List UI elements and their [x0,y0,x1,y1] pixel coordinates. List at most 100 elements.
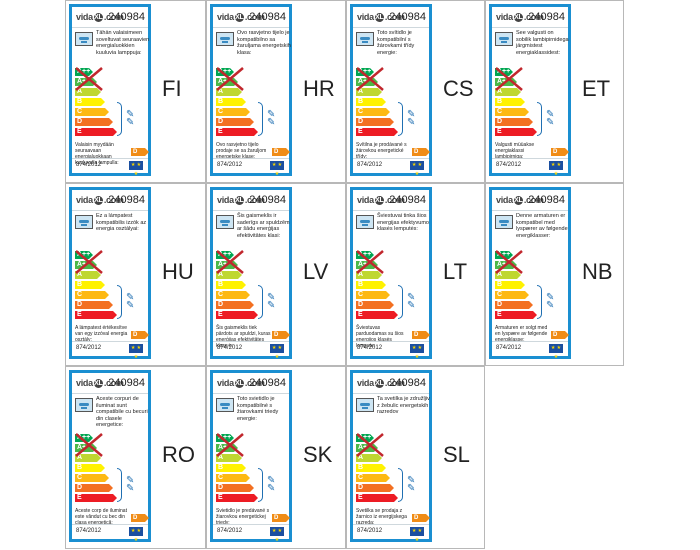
sold-bulb-class-tag: D [551,148,569,156]
energy-label: vidaXL.com 240984 Toto svietidlo je kompat… [210,370,292,543]
energy-class-bar: E [495,128,537,136]
brand-logo-suffix: .com [244,195,265,205]
regulation-number: 874/2012 [357,162,383,168]
brand-logo-ring: XL [513,13,523,23]
energy-class-bar: C [216,291,250,299]
compatibility-text: Toto svítidlo je kompatibilní s žárovkam… [377,30,415,56]
brand-logo-suffix: .com [384,378,405,388]
cross-line [495,67,523,91]
sold-with-text: Valgusti müüakse energiaklassi lambipirn… [495,142,535,160]
energy-label: vidaXL.com 240984 Ovo rasvjetno tijelo je … [210,4,292,177]
class-range-brace-icon [258,468,263,502]
energy-class-bar: C [495,108,529,116]
brand-logo-text: vida [357,12,374,22]
energy-class-bar: D [75,484,113,492]
bulb-icon: ✎ ✎ [126,109,135,128]
compatibility-text: Tähän valaisimeen soveltuvat seuraavien … [96,30,150,56]
excluded-classes-cross-icon [216,67,244,91]
brand-logo-suffix: .com [384,195,405,205]
product-code: 240984 [249,377,286,389]
label-header: vidaXL.com 240984 [213,190,289,211]
regulation-number: 874/2012 [357,528,383,534]
energy-label: vidaXL.com 240984 See valgusti on sobilik … [489,4,571,177]
brand-logo: vidaXL.com [76,12,124,23]
bulb-icon: ✎ ✎ [407,292,416,311]
excluded-classes-cross-icon [216,433,244,457]
bulb-icon: ✎ ✎ [267,475,276,494]
eu-flag-icon: ★ ★ ★ [270,161,284,177]
excluded-classes-cross-icon [75,433,103,457]
energy-class-bar: A [216,454,242,462]
energy-label: vidaXL.com 240984 Ta svetilka je združljiv… [350,370,432,543]
brand-logo-suffix: .com [523,195,544,205]
sold-bulb-class-tag: D [131,514,149,522]
energy-class-bar: A++ [216,68,234,76]
energy-class-bar: E [216,494,258,502]
energy-label: vidaXL.com 240984 Šis gaismeklis ir saderī… [210,187,292,360]
brand-logo-ring: XL [93,379,103,389]
label-header: vidaXL.com 240984 [492,7,568,28]
bulb-icon: ✎ ✎ [407,475,416,494]
energy-class-bar: D [495,118,533,126]
lamp-icon [75,398,93,412]
regulation-number: 874/2012 [76,345,102,351]
energy-class-bar: C [216,474,250,482]
energy-class-scale: A++ A+ A B C D E [356,68,402,140]
brand-logo: vidaXL.com [357,12,405,23]
sold-bulb-class-tag: D [272,331,290,339]
brand-logo-suffix: .com [103,195,124,205]
brand-logo-suffix: .com [244,12,265,22]
label-header: vidaXL.com 240984 [492,190,568,211]
sold-with-text: Šviestuvas parduodamas su šios energijos… [356,325,404,349]
product-code: 240984 [108,11,145,23]
sold-with-text: Svítilna je prodávané s žárovkou energet… [356,142,407,160]
regulation-footer: 874/2012 ★ ★ ★ [213,524,289,543]
energy-label-cell: vidaXL.com 240984 See valgusti on sobilik … [485,0,624,183]
lamp-icon [75,215,93,229]
product-code: 240984 [528,194,565,206]
energy-class-bar: A++ [75,251,93,259]
excluded-classes-cross-icon [356,250,384,274]
energy-class-bar: E [75,128,117,136]
sold-with-text: Valaisin myydään seuraavaan energialuokk… [75,142,119,166]
energy-class-bar: A++ [356,68,374,76]
sold-bulb-class-tag: D [272,148,290,156]
language-code: SK [303,442,333,467]
regulation-number: 874/2012 [496,345,522,351]
regulation-footer: 874/2012 ★ ★ ★ [353,524,429,543]
energy-class-bar: E [495,311,537,319]
brand-logo-text: vida [217,378,234,388]
energy-class-bar: B [356,464,386,472]
class-range-brace-icon [117,102,122,136]
compatibility-text: Toto svietidlo je kompatibilné s žiarovk… [237,396,279,422]
class-range-brace-icon [258,285,263,319]
language-code: SL [443,442,470,467]
eu-flag-icon: ★ ★ ★ [129,161,143,177]
bulb-icon: ✎ ✎ [267,292,276,311]
energy-label-cell: vidaXL.com 240984 Ez a lámpatest kompatibi… [65,183,206,366]
sold-with-text: Armaturen er solgt med en lyspære av føl… [495,325,548,343]
excluded-classes-cross-icon [356,433,384,457]
product-code: 240984 [108,377,145,389]
cross-line [356,250,384,274]
energy-class-bar: D [356,484,394,492]
energy-class-scale: A++ A+ A B C D E [216,251,262,323]
class-range-brace-icon [398,468,403,502]
sold-bulb-class-tag: D [131,148,149,156]
label-header: vidaXL.com 240984 [353,7,429,28]
eu-flag-icon: ★ ★ ★ [129,344,143,360]
brand-logo-ring: XL [374,379,384,389]
compatibility-text: See valgusti on sobilik lambipirnidega j… [516,30,569,56]
brand-logo: vidaXL.com [217,12,265,23]
brand-logo-text: vida [76,195,93,205]
energy-class-bar: D [495,301,533,309]
brand-logo: vidaXL.com [496,12,544,23]
compatibility-text: Šis gaismeklis ir saderīgs ar spuldzēm a… [237,213,290,239]
energy-class-bar: A [75,271,101,279]
brand-logo-suffix: .com [384,12,405,22]
cross-line [356,67,384,91]
brand-logo-suffix: .com [103,378,124,388]
eu-flag-icon: ★ ★ ★ [549,344,563,360]
energy-class-bar: B [216,464,246,472]
regulation-number: 874/2012 [217,345,243,351]
